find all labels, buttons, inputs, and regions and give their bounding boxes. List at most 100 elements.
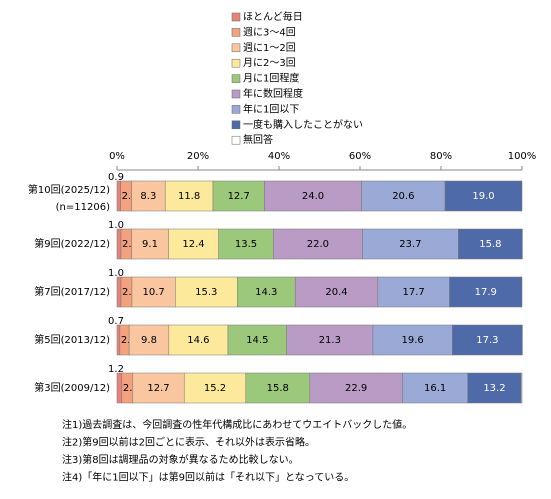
data-label: 15.3 [195, 287, 217, 298]
legend-label: 週に3～4回 [243, 26, 296, 38]
legend-label: 年に数回程度 [243, 87, 303, 100]
bar-segment [212, 180, 265, 212]
bar-segment [116, 228, 122, 260]
legend-swatch [231, 135, 241, 145]
y-tick-label: 第10回(2025/12) [28, 183, 110, 196]
bar-segment [245, 372, 311, 404]
data-label: 16.1 [424, 383, 446, 394]
data-label: 9.8 [141, 335, 157, 346]
data-label: 12.4 [182, 239, 204, 250]
data-label: 1.0 [108, 268, 124, 279]
bar-segment [237, 276, 296, 308]
bar-segment [372, 324, 453, 356]
legend-swatch [231, 74, 241, 83]
legend-label: 月に1回程度 [243, 72, 299, 85]
bar-segment [227, 324, 287, 356]
legend-label: 年に1回以下 [243, 102, 299, 115]
bar-segment [116, 324, 121, 356]
bar-segment [116, 276, 122, 308]
data-label: 21.3 [319, 335, 341, 346]
bar-segment [467, 372, 522, 404]
note: 注4)「年に1回以下」は第9回以前は「それ以下」となっている。 [62, 471, 354, 484]
bar-segment [444, 180, 523, 212]
data-label: 15.2 [204, 383, 226, 394]
note: 注3)第8回は調理品の対象が異なるため比較しない。 [62, 453, 299, 466]
data-label: 1.0 [108, 220, 124, 231]
bar-segment [218, 228, 274, 260]
data-label: 15.8 [479, 239, 501, 250]
data-label: 23.7 [399, 239, 421, 250]
y-tick-label: 第7回(2017/12) [34, 285, 110, 298]
data-label: 19.0 [472, 191, 494, 202]
bar-segment [116, 180, 121, 212]
bar-segment [183, 372, 247, 404]
data-label: 0.7 [108, 316, 124, 327]
bar-segment [168, 324, 229, 356]
legend-label: 週に1～2回 [243, 42, 296, 54]
bar-segment [131, 228, 169, 260]
bar-segment [520, 372, 523, 404]
data-label: 17.7 [403, 287, 425, 298]
data-label: 15.8 [267, 383, 289, 394]
data-label: 2.7 [123, 383, 139, 394]
x-tick-label: 100% [508, 151, 537, 162]
x-tick-label: 80% [430, 151, 452, 162]
x-tick-label: 0% [109, 151, 125, 162]
note: 注2)第9回以前は2回ごとに表示、それ以外は表示省略。 [62, 436, 315, 449]
data-label: 14.5 [246, 335, 268, 346]
data-label: 22.0 [307, 239, 329, 250]
legend-swatch [231, 105, 241, 114]
legend-swatch [231, 12, 241, 22]
data-label: 2.7 [122, 287, 138, 298]
bar-segment [309, 372, 403, 404]
data-label: 2.6 [122, 239, 138, 250]
legend-swatch [231, 58, 241, 68]
bar-segment [294, 276, 379, 308]
bar-segment [116, 372, 123, 404]
data-label: 17.9 [475, 287, 497, 298]
bar-segment [452, 324, 523, 356]
bar-segment [286, 324, 374, 356]
y-tick-label: 第5回(2013/12) [34, 333, 110, 346]
note: 注1)過去調査は、今回調査の性年代構成比にあわせてウエイトバックした値。 [62, 418, 412, 431]
legend-swatch [231, 43, 241, 53]
bar-segment [131, 180, 166, 212]
data-label: 17.3 [476, 335, 498, 346]
data-label: 14.3 [255, 287, 277, 298]
bar-segment [264, 180, 362, 212]
data-label: 20.4 [325, 287, 347, 298]
bar-segment [402, 372, 468, 404]
bar-segment [175, 276, 238, 308]
legend-label: 月に2～3回 [243, 57, 296, 69]
legend-label: ほとんど毎日 [243, 10, 303, 23]
x-tick-label: 40% [268, 151, 290, 162]
bar-segment [168, 228, 219, 260]
data-label: 9.1 [142, 239, 158, 250]
data-label: 2.3 [121, 335, 137, 346]
legend-swatch [231, 89, 241, 99]
bar-segment [377, 276, 450, 308]
data-label: 2.7 [122, 191, 138, 202]
data-label: 13.5 [235, 239, 257, 250]
bar-segment [132, 372, 185, 404]
data-label: 1.2 [108, 364, 124, 375]
bar-segment [131, 276, 176, 308]
legend-label: 一度も購入したことがない [243, 118, 363, 131]
bar-segment [164, 180, 214, 212]
data-label: 20.6 [392, 191, 414, 202]
y-tick-label: (n=11206) [56, 202, 110, 213]
bar-segment [458, 228, 523, 260]
bar-segment [362, 228, 459, 260]
bar-segment [273, 228, 363, 260]
data-label: 13.2 [483, 383, 505, 394]
bar-segment [449, 276, 523, 308]
data-label: 12.7 [147, 383, 169, 394]
bar-segment [361, 180, 446, 212]
data-label: 10.7 [143, 287, 165, 298]
legend-swatch [231, 120, 241, 130]
bar-segment [128, 324, 170, 356]
x-tick-label: 20% [187, 151, 209, 162]
data-label: 11.8 [178, 191, 200, 202]
data-label: 0.9 [108, 172, 124, 183]
x-tick-label: 60% [349, 151, 371, 162]
